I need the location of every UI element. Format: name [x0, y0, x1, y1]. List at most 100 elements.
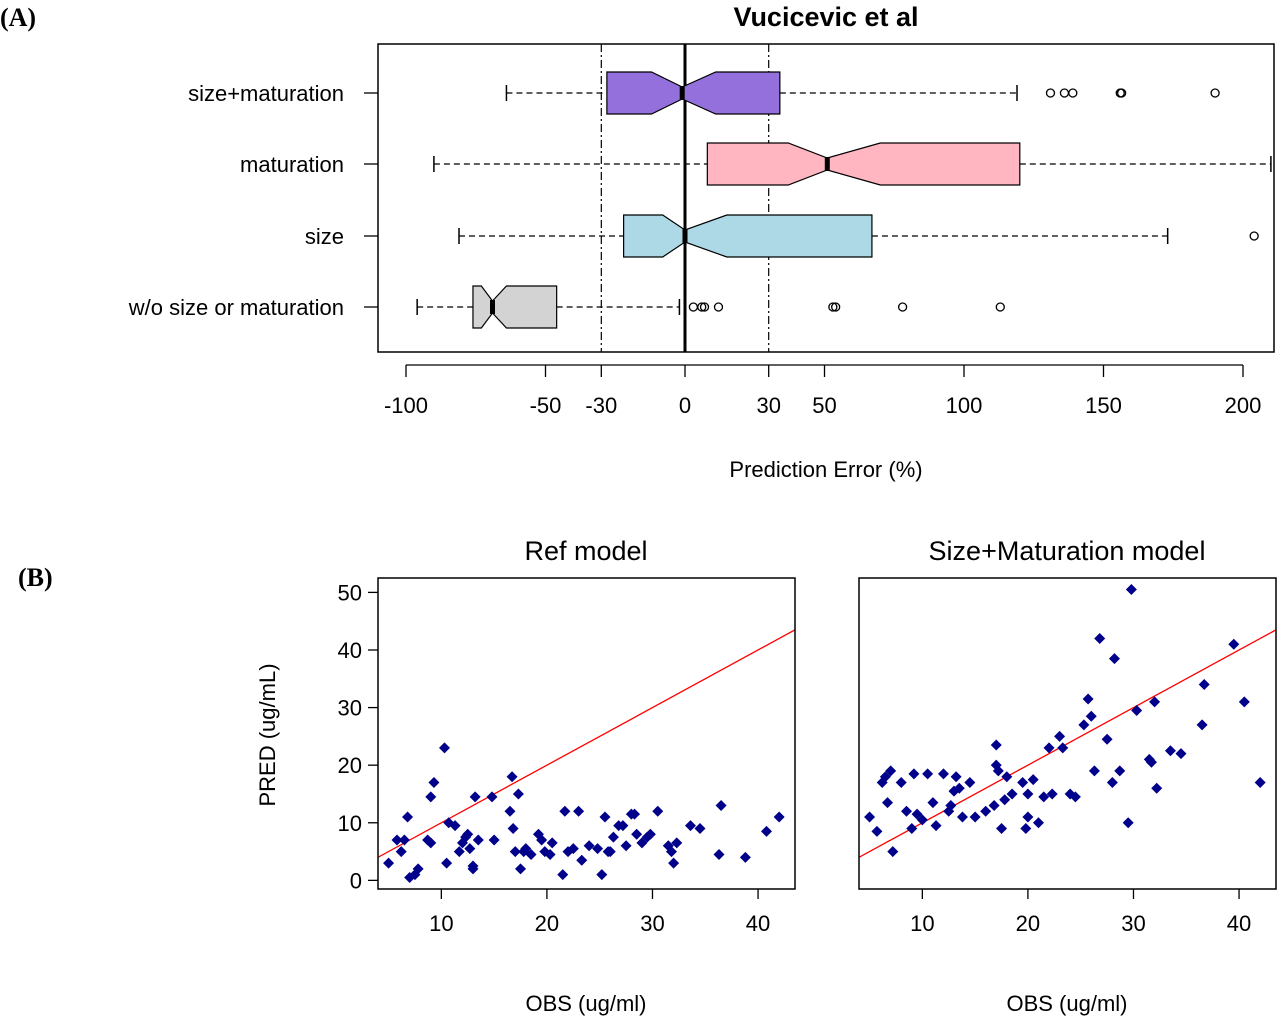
data-point: [901, 805, 913, 817]
data-point: [906, 823, 918, 835]
ref-model-y-axis-label: PRED (ug/mL): [255, 663, 280, 806]
data-point: [472, 834, 484, 846]
outlier-point: [1210, 88, 1220, 98]
data-point: [1001, 771, 1013, 783]
category-label: size: [305, 224, 344, 249]
data-point: [908, 768, 920, 780]
x-tick-label: -30: [585, 393, 617, 418]
x-tick-label: 10: [910, 911, 934, 936]
data-point: [453, 846, 465, 858]
scatter-marks: 10 20 30 40: [858, 577, 1277, 936]
data-point: [988, 799, 1000, 811]
data-point: [1228, 638, 1240, 650]
outlier-point: [699, 302, 710, 312]
data-point: [515, 863, 527, 875]
data-point: [715, 799, 727, 811]
data-point: [1085, 710, 1097, 722]
data-point: [1145, 756, 1157, 768]
y-tick-label: 0: [350, 868, 362, 893]
data-point: [1022, 788, 1034, 800]
y-tick-label: 20: [338, 753, 362, 778]
data-point: [1175, 748, 1187, 760]
outlier-point: [1059, 88, 1070, 98]
box-body: [706, 142, 1021, 186]
data-point: [428, 776, 440, 788]
data-point: [739, 851, 751, 863]
data-point: [1151, 782, 1163, 794]
identity-line: [859, 629, 1276, 858]
outlier-point: [995, 302, 1005, 312]
data-point: [964, 776, 976, 788]
data-point: [1022, 811, 1034, 823]
data-point: [871, 825, 883, 837]
data-point: [576, 854, 588, 866]
data-point: [1043, 742, 1055, 754]
data-point: [391, 834, 403, 846]
data-point: [506, 771, 518, 783]
data-point: [922, 768, 934, 780]
data-point: [1196, 719, 1208, 731]
data-point: [1106, 776, 1118, 788]
data-point: [467, 863, 479, 875]
data-point: [895, 776, 907, 788]
x-tick-label: 20: [535, 911, 559, 936]
outlier-point: [688, 302, 699, 312]
data-point: [916, 814, 928, 826]
box-0: size+maturation: [188, 71, 1220, 115]
category-label: w/o size or maturation: [128, 295, 344, 320]
data-point: [449, 820, 461, 832]
data-point: [1108, 653, 1120, 665]
boxplot-marks: size+maturation maturation size w/o size or…: [128, 44, 1272, 418]
data-point: [441, 857, 453, 869]
data-point: [559, 805, 571, 817]
data-point: [469, 791, 481, 803]
data-point: [864, 811, 876, 823]
x-tick-label: 20: [1016, 911, 1040, 936]
data-point: [395, 846, 407, 858]
x-tick-label: 150: [1085, 393, 1122, 418]
data-point: [512, 788, 524, 800]
size-maturation-model-x-axis-label: OBS (ug/ml): [1006, 991, 1127, 1016]
data-point: [617, 820, 629, 832]
y-tick-label: 10: [338, 811, 362, 836]
outlier-point: [897, 302, 908, 312]
x-tick-label: 50: [812, 393, 836, 418]
data-point: [969, 811, 981, 823]
data-point: [671, 837, 683, 849]
data-point: [1082, 693, 1094, 705]
x-tick-label: -50: [530, 393, 562, 418]
data-point: [620, 840, 632, 852]
data-point: [1069, 791, 1081, 803]
data-point: [1088, 765, 1100, 777]
boxplot-frame: [377, 43, 1275, 353]
data-point: [937, 768, 949, 780]
x-tick-label: 30: [640, 911, 664, 936]
data-point: [1198, 679, 1210, 691]
scatter-frame: [858, 577, 1277, 890]
box-3: w/o size or maturation: [128, 285, 1005, 329]
data-point: [536, 834, 548, 846]
data-point: [1101, 733, 1113, 745]
y-tick-label: 40: [338, 638, 362, 663]
data-point: [520, 843, 532, 855]
y-tick-label: 30: [338, 696, 362, 721]
data-point: [1057, 742, 1069, 754]
data-point: [412, 863, 424, 875]
data-point: [464, 843, 476, 855]
outlier-point: [1116, 88, 1127, 98]
boxplot-x-axis: -100 -50 -30 0 30 50 100 150 200: [384, 364, 1261, 418]
data-point: [1114, 765, 1126, 777]
data-point: [567, 843, 579, 855]
data-point: [992, 765, 1004, 777]
data-point: [398, 834, 410, 846]
data-point: [1017, 776, 1029, 788]
size-maturation-model-title: Size+Maturation model: [929, 536, 1206, 566]
data-point: [383, 857, 395, 869]
category-label: size+maturation: [188, 81, 344, 106]
data-point: [1254, 776, 1266, 788]
data-point: [980, 805, 992, 817]
data-point: [1046, 788, 1058, 800]
boxplot-x-axis-label: Prediction Error (%): [729, 457, 922, 482]
x-tick-label: -100: [384, 393, 428, 418]
